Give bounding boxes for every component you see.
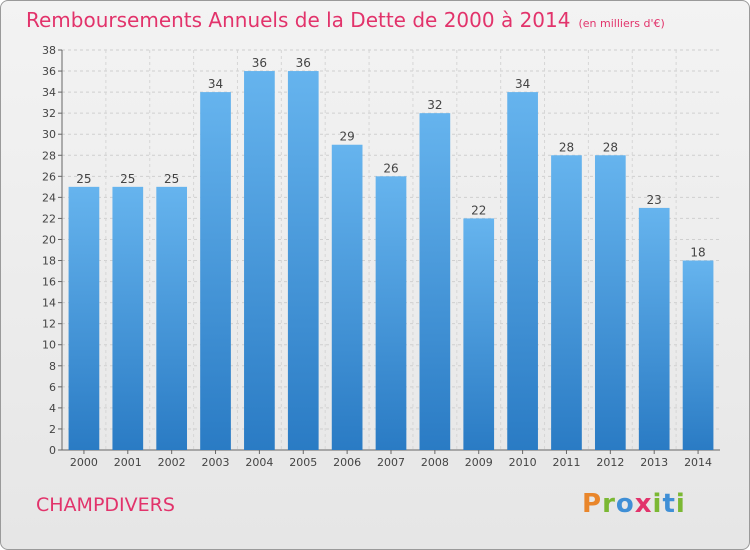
y-tick-label: 6 [49, 381, 56, 394]
bar-value-label: 28 [559, 140, 574, 154]
x-tick-label: 2011 [552, 456, 580, 469]
y-tick-label: 24 [42, 191, 56, 204]
bar [638, 207, 670, 450]
x-tick-label: 2002 [158, 456, 186, 469]
bar-value-label: 29 [339, 130, 354, 144]
bar-value-label: 23 [647, 193, 662, 207]
y-tick-label: 30 [42, 128, 56, 141]
y-tick-label: 38 [42, 44, 56, 57]
bar [507, 92, 538, 451]
bar [331, 144, 363, 450]
y-tick-label: 12 [42, 318, 56, 331]
x-tick-label: 2007 [377, 456, 405, 469]
labels: 0246810121416182022242628303234363825200… [42, 44, 712, 469]
x-tick-label: 2003 [202, 456, 230, 469]
y-tick-label: 16 [42, 276, 56, 289]
bars [68, 71, 714, 451]
bar [156, 186, 188, 450]
bar [551, 155, 582, 450]
x-tick-label: 2004 [245, 456, 273, 469]
bar [419, 113, 451, 450]
bar [200, 92, 231, 451]
bar [594, 155, 626, 450]
bar [68, 186, 100, 450]
bar [112, 186, 144, 450]
x-tick-label: 2006 [333, 456, 361, 469]
bar-value-label: 36 [252, 56, 267, 70]
y-tick-label: 0 [49, 444, 56, 457]
bar [244, 71, 275, 450]
bar [375, 176, 407, 450]
x-tick-label: 2014 [684, 456, 712, 469]
bar-value-label: 32 [427, 98, 442, 112]
chart-title: Remboursements Annuels de la Dette de 20… [26, 8, 665, 32]
proxiti-logo: Proxiti [582, 489, 686, 519]
y-tick-label: 26 [42, 170, 56, 183]
bar [287, 71, 319, 450]
chart-title-text: Remboursements Annuels de la Dette de 20… [26, 8, 571, 32]
bar-value-label: 22 [471, 203, 486, 217]
y-tick-label: 36 [42, 65, 56, 78]
bar-value-label: 25 [164, 172, 179, 186]
y-tick-label: 20 [42, 233, 56, 246]
bar-value-label: 34 [515, 77, 530, 91]
bar-value-label: 25 [76, 172, 91, 186]
x-tick-label: 2001 [114, 456, 142, 469]
y-tick-label: 14 [42, 297, 56, 310]
y-tick-label: 32 [42, 107, 56, 120]
bar-value-label: 26 [383, 161, 398, 175]
y-tick-label: 28 [42, 149, 56, 162]
x-tick-label: 2000 [70, 456, 98, 469]
bar-value-label: 28 [603, 140, 618, 154]
y-tick-label: 18 [42, 255, 56, 268]
y-tick-label: 4 [49, 402, 56, 415]
bar [682, 260, 714, 450]
bar-value-label: 36 [296, 56, 311, 70]
bar-value-label: 34 [208, 77, 223, 91]
x-tick-label: 2009 [465, 456, 493, 469]
chart-subtitle: (en milliers d'€) [578, 17, 665, 30]
y-tick-label: 10 [42, 339, 56, 352]
y-tick-label: 8 [49, 360, 56, 373]
x-tick-label: 2008 [421, 456, 449, 469]
x-tick-label: 2013 [640, 456, 668, 469]
bar-value-label: 25 [120, 172, 135, 186]
y-tick-label: 2 [49, 423, 56, 436]
bar-value-label: 18 [690, 246, 705, 260]
y-tick-label: 34 [42, 86, 56, 99]
x-tick-label: 2005 [289, 456, 317, 469]
y-tick-label: 22 [42, 212, 56, 225]
x-tick-label: 2012 [596, 456, 624, 469]
x-tick-label: 2010 [509, 456, 537, 469]
bar [463, 218, 495, 450]
commune-name: CHAMPDIVERS [36, 494, 175, 516]
